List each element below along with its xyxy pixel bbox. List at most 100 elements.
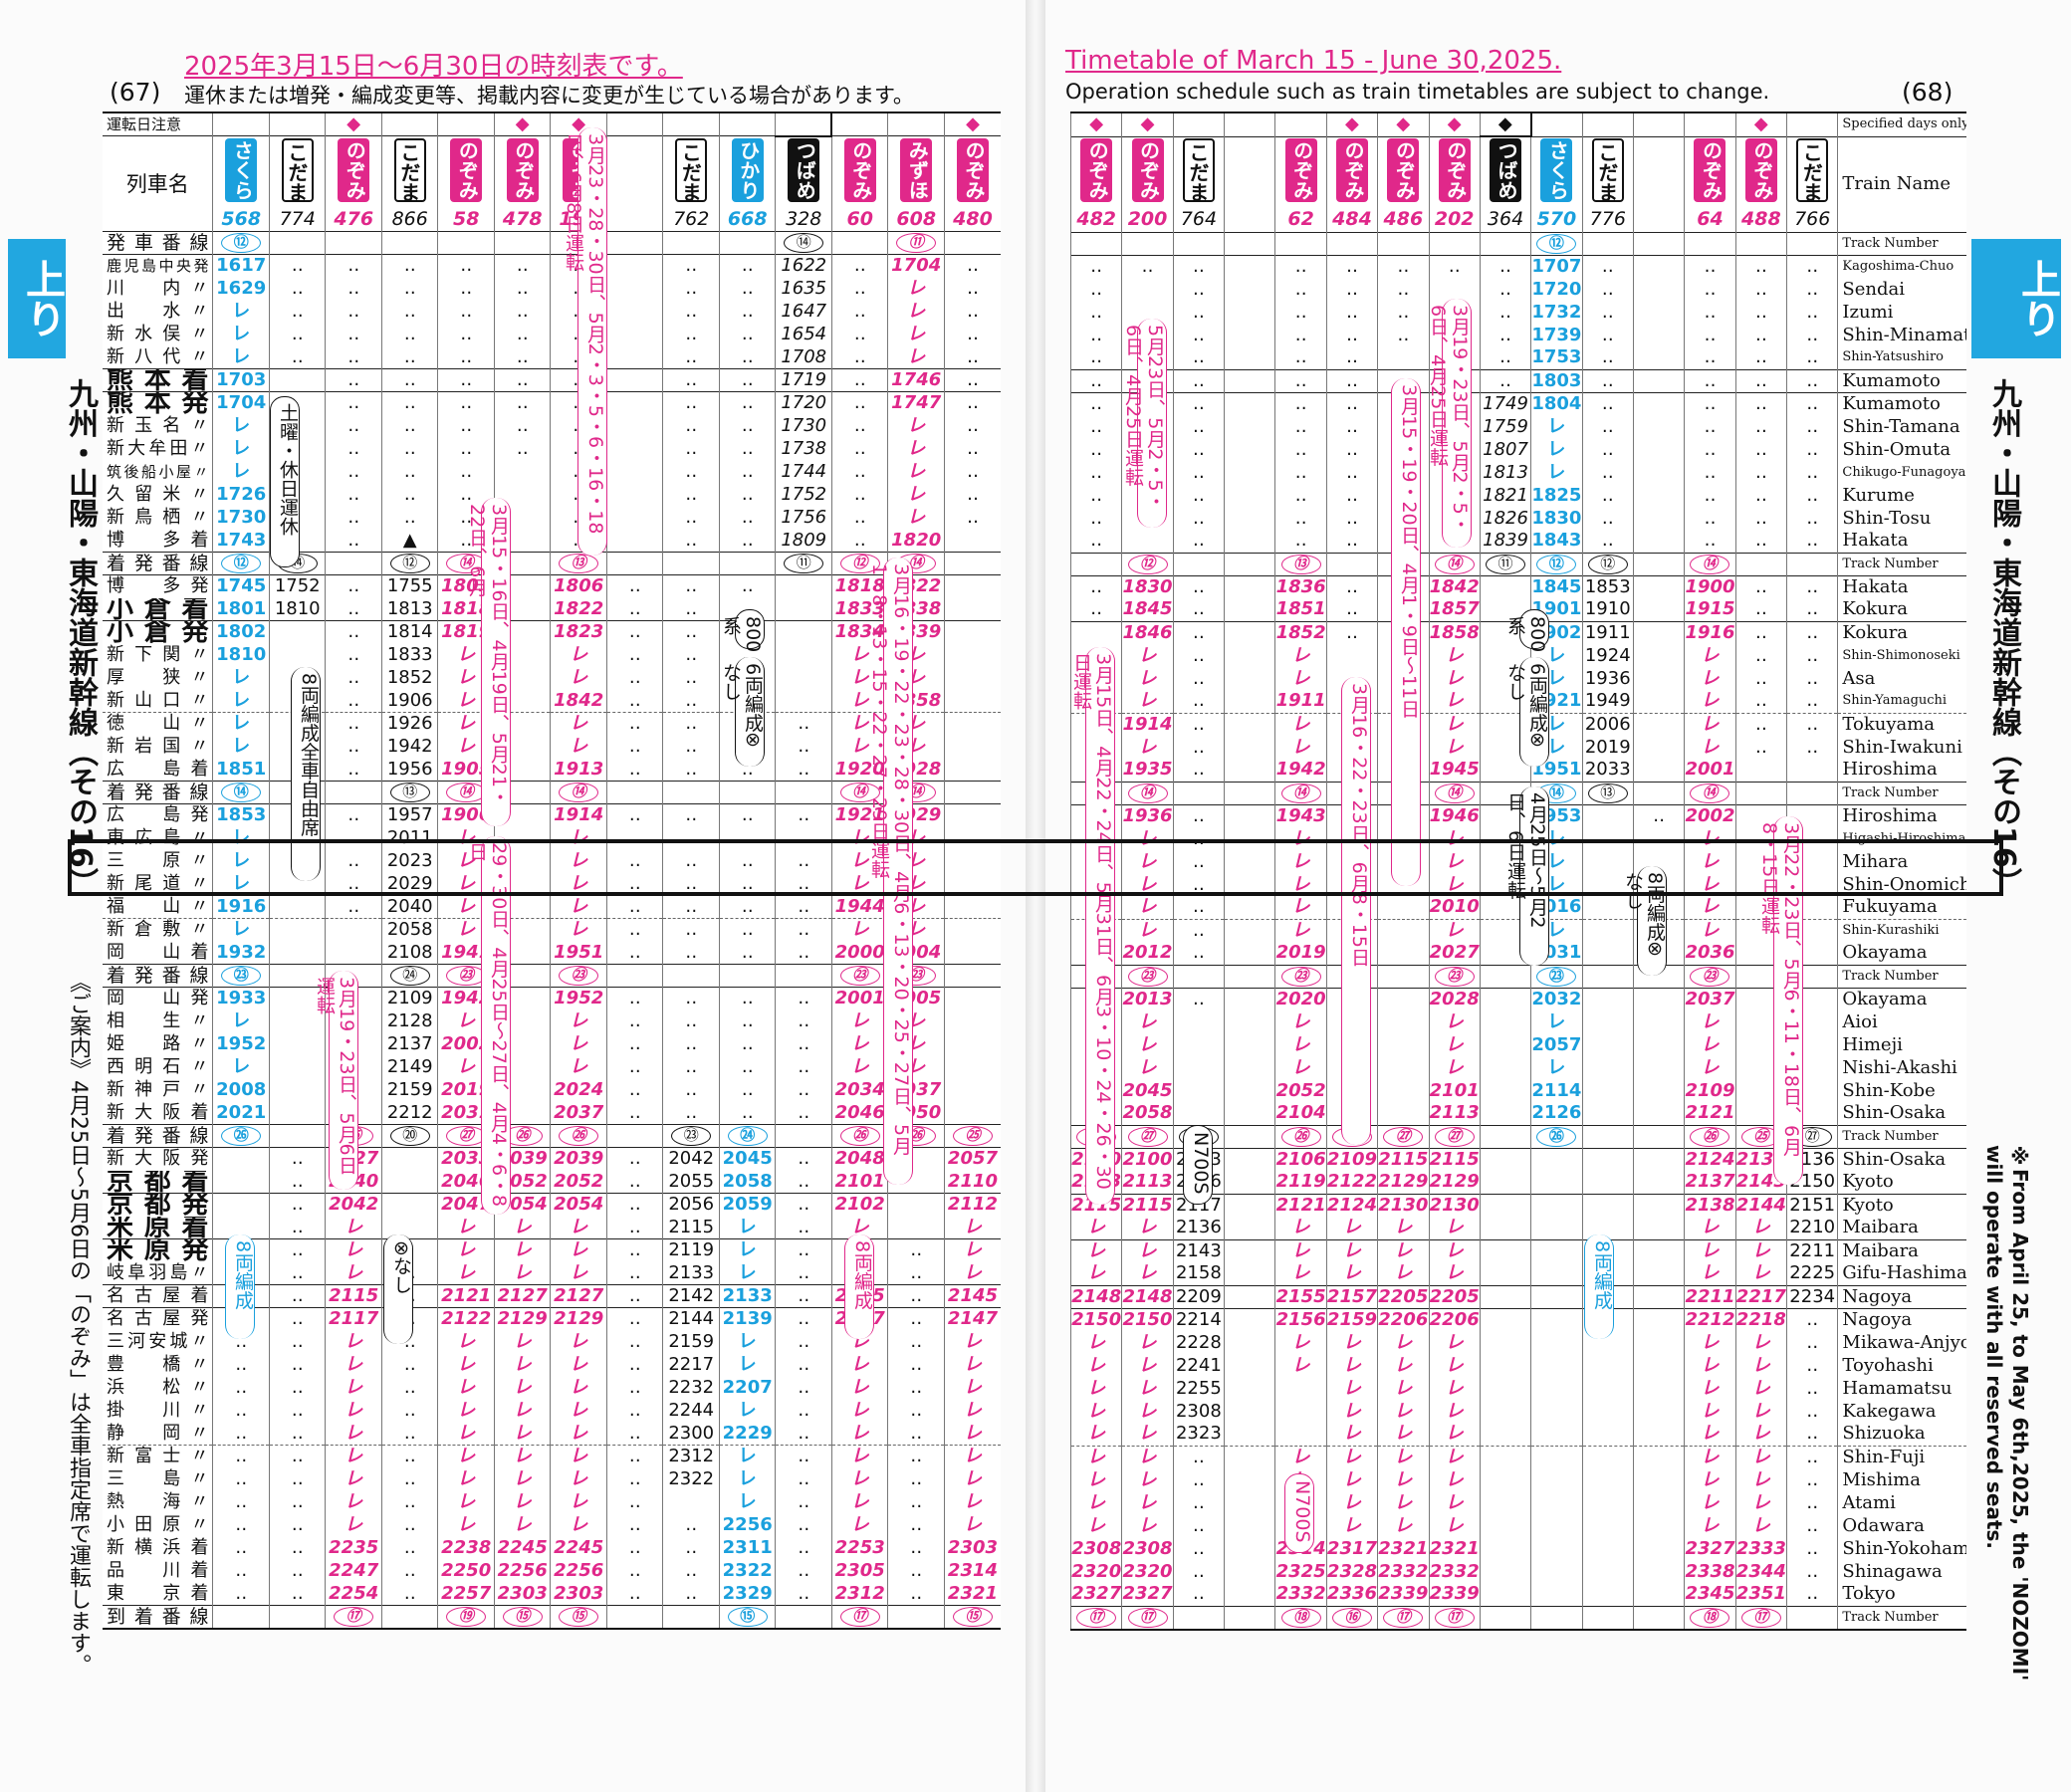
- track-circle: ⑰: [1076, 1607, 1117, 1628]
- time-cell: 1810: [212, 643, 270, 667]
- station-name: Sendai: [1837, 278, 1966, 301]
- station-name: Atami: [1837, 1491, 1966, 1514]
- time-cell: レ: [1274, 918, 1327, 942]
- time-cell: レ: [437, 1513, 495, 1537]
- time-cell: 1936: [1121, 803, 1174, 827]
- time-cell: 1704: [212, 391, 270, 415]
- track-number: ㉕: [943, 1124, 1001, 1148]
- time-cell: 2241: [1172, 1354, 1225, 1377]
- time-cell: [1581, 1033, 1634, 1056]
- time-cell: [1224, 368, 1275, 392]
- time-cell: ‥: [1786, 667, 1838, 690]
- time-cell: 1730: [775, 414, 832, 438]
- time-cell: ‥: [1479, 324, 1531, 346]
- station-row: 新玉名〃レ‥‥‥‥‥‥‥1730‥レ‥: [103, 414, 1001, 438]
- station-row: ‥‥‥‥‥‥1739‥‥‥‥Shin-Minamata: [1069, 324, 1966, 346]
- time-cell: 1910: [1581, 598, 1634, 621]
- time-cell: 1707: [1530, 254, 1583, 278]
- track-circle: ⑬: [1587, 783, 1628, 803]
- time-cell: レ: [1069, 1354, 1122, 1377]
- time-cell: 2159: [380, 1078, 438, 1102]
- time-cell: ‥: [1121, 254, 1174, 278]
- time-cell: ‥: [887, 1490, 945, 1514]
- train-mark: [268, 112, 326, 136]
- time-cell: [605, 460, 663, 484]
- time-cell: ‥: [1581, 278, 1634, 301]
- time-cell: レ: [887, 414, 945, 438]
- time-cell: [1479, 1354, 1531, 1377]
- time-cell: ‥: [1172, 461, 1225, 484]
- time-cell: レ: [943, 1216, 1001, 1239]
- time-cell: レ: [1121, 1400, 1174, 1423]
- track-circle: ⑫: [1536, 233, 1577, 254]
- time-cell: 2052: [1274, 1079, 1327, 1102]
- time-cell: ‥: [718, 345, 776, 369]
- time-cell: 2047: [437, 1193, 495, 1217]
- time-cell: レ: [1684, 827, 1736, 850]
- time-cell: [1530, 1514, 1583, 1537]
- time-cell: レ: [830, 872, 888, 896]
- station-name: 久留米〃: [107, 484, 209, 505]
- timetable-footnote: 3月19・23日、5月6日運転: [314, 971, 358, 1190]
- time-cell: ‥: [1172, 827, 1225, 850]
- time-cell: 2336: [1325, 1583, 1378, 1606]
- time-cell: レ: [437, 1261, 495, 1285]
- time-cell: [1224, 620, 1275, 644]
- time-cell: ‥: [1172, 346, 1225, 369]
- time-cell: ‥: [325, 574, 382, 598]
- station-name: Hiroshima: [1837, 803, 1966, 827]
- track-number: [325, 552, 382, 575]
- train-mark: [1684, 112, 1736, 136]
- time-cell: [212, 1216, 270, 1239]
- track-number: ⑱: [1274, 1605, 1327, 1631]
- time-cell: 2129: [550, 1307, 607, 1331]
- track-number: ㉓: [1684, 964, 1736, 988]
- time-cell: 1921: [830, 803, 888, 827]
- time-cell: レ: [493, 1467, 551, 1491]
- station-name: 名古屋着: [103, 1284, 213, 1308]
- time-cell: ‥: [718, 300, 776, 324]
- train-header-cell: [605, 135, 663, 232]
- station-name: 静 岡〃: [107, 1422, 209, 1444]
- time-cell: ‥: [268, 1399, 326, 1423]
- time-cell: レ: [1734, 1217, 1787, 1239]
- time-cell: 1726: [212, 483, 270, 507]
- station-row: レ ‥ レレレ 1924 レ ‥ ‥ Shin-Shimonoseki: [1069, 644, 1966, 667]
- time-cell: 2037: [1684, 987, 1736, 1010]
- time-cell: レ: [550, 666, 607, 690]
- time-cell: 2126: [1530, 1102, 1583, 1125]
- time-cell: [943, 941, 1001, 965]
- time-cell: 1941: [437, 941, 495, 965]
- time-cell: 1745: [212, 574, 270, 598]
- time-cell: レ: [943, 1399, 1001, 1423]
- time-cell: 1752: [268, 574, 326, 598]
- time-cell: レ: [1274, 1010, 1327, 1033]
- train-type-badge: のぞみ: [1335, 138, 1368, 202]
- station-row: レレ 2308 レレレレレ ‥ Kakegawa: [1069, 1400, 1966, 1423]
- time-cell: ‥: [1325, 598, 1378, 621]
- time-cell: 2332: [1428, 1560, 1481, 1583]
- time-cell: ‥: [268, 1445, 326, 1468]
- station-name: 小田原〃: [107, 1514, 209, 1535]
- track-number: [1581, 1124, 1634, 1148]
- time-cell: レ: [1734, 1331, 1787, 1354]
- time-cell: レ: [1121, 1514, 1174, 1537]
- station-row: 新下関〃 1810 ‥ 1833 レレ ‥ ‥ ‥ レレ: [103, 643, 1001, 667]
- time-cell: 1629: [212, 277, 270, 301]
- time-cell: [943, 1032, 1001, 1056]
- time-cell: ‥: [1786, 620, 1838, 644]
- left-title: 2025年3月15日～6月30日の時刻表です。: [184, 52, 683, 82]
- time-cell: [268, 643, 326, 667]
- time-cell: ‥: [1325, 620, 1378, 644]
- time-cell: ‥: [268, 1536, 326, 1560]
- time-cell: ‥: [1786, 1377, 1838, 1400]
- time-cell: 2332: [1377, 1560, 1430, 1583]
- time-cell: [1121, 301, 1174, 324]
- train-mark: [1224, 112, 1275, 136]
- time-cell: ‥: [718, 254, 776, 278]
- track-circle: ⑪: [1486, 554, 1526, 574]
- time-cell: ‥: [1734, 507, 1787, 530]
- track-number-row: ⑫ Track Number: [1069, 231, 1966, 255]
- time-cell: ‥: [325, 460, 382, 484]
- time-cell: [1632, 1056, 1685, 1079]
